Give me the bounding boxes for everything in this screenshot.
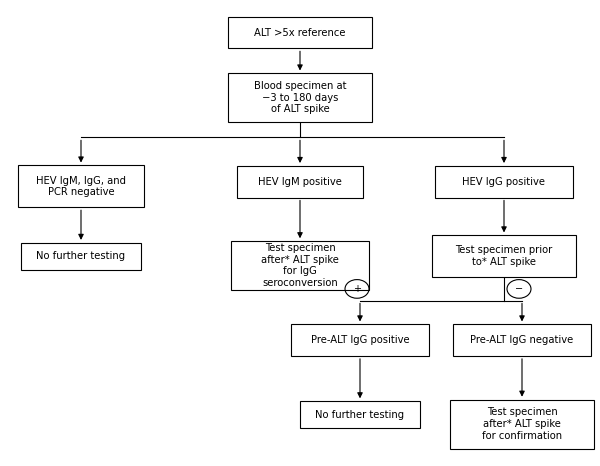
FancyBboxPatch shape [300,401,420,428]
Text: No further testing: No further testing [316,410,404,420]
Text: Test specimen
after* ALT spike
for IgG
seroconversion: Test specimen after* ALT spike for IgG s… [261,243,339,288]
FancyBboxPatch shape [228,17,372,48]
Text: No further testing: No further testing [37,251,125,261]
Text: Pre-ALT IgG positive: Pre-ALT IgG positive [311,335,409,345]
Text: Test specimen prior
to* ALT spike: Test specimen prior to* ALT spike [455,246,553,267]
FancyBboxPatch shape [450,399,594,448]
Text: Test specimen
after* ALT spike
for confirmation: Test specimen after* ALT spike for confi… [482,407,562,441]
Text: HEV IgM, IgG, and
PCR negative: HEV IgM, IgG, and PCR negative [36,176,126,197]
Text: Blood specimen at
−3 to 180 days
of ALT spike: Blood specimen at −3 to 180 days of ALT … [254,81,346,115]
FancyBboxPatch shape [228,73,372,122]
Text: HEV IgG positive: HEV IgG positive [463,177,545,187]
FancyBboxPatch shape [453,324,591,356]
Text: ALT >5x reference: ALT >5x reference [254,27,346,38]
FancyBboxPatch shape [18,165,144,207]
Text: HEV IgM positive: HEV IgM positive [258,177,342,187]
Text: Pre-ALT IgG negative: Pre-ALT IgG negative [470,335,574,345]
FancyBboxPatch shape [21,243,141,270]
Text: −: − [515,284,523,294]
FancyBboxPatch shape [432,235,576,277]
Text: +: + [353,284,361,294]
FancyBboxPatch shape [435,166,573,198]
FancyBboxPatch shape [231,241,369,290]
FancyBboxPatch shape [237,166,363,198]
FancyBboxPatch shape [291,324,429,356]
